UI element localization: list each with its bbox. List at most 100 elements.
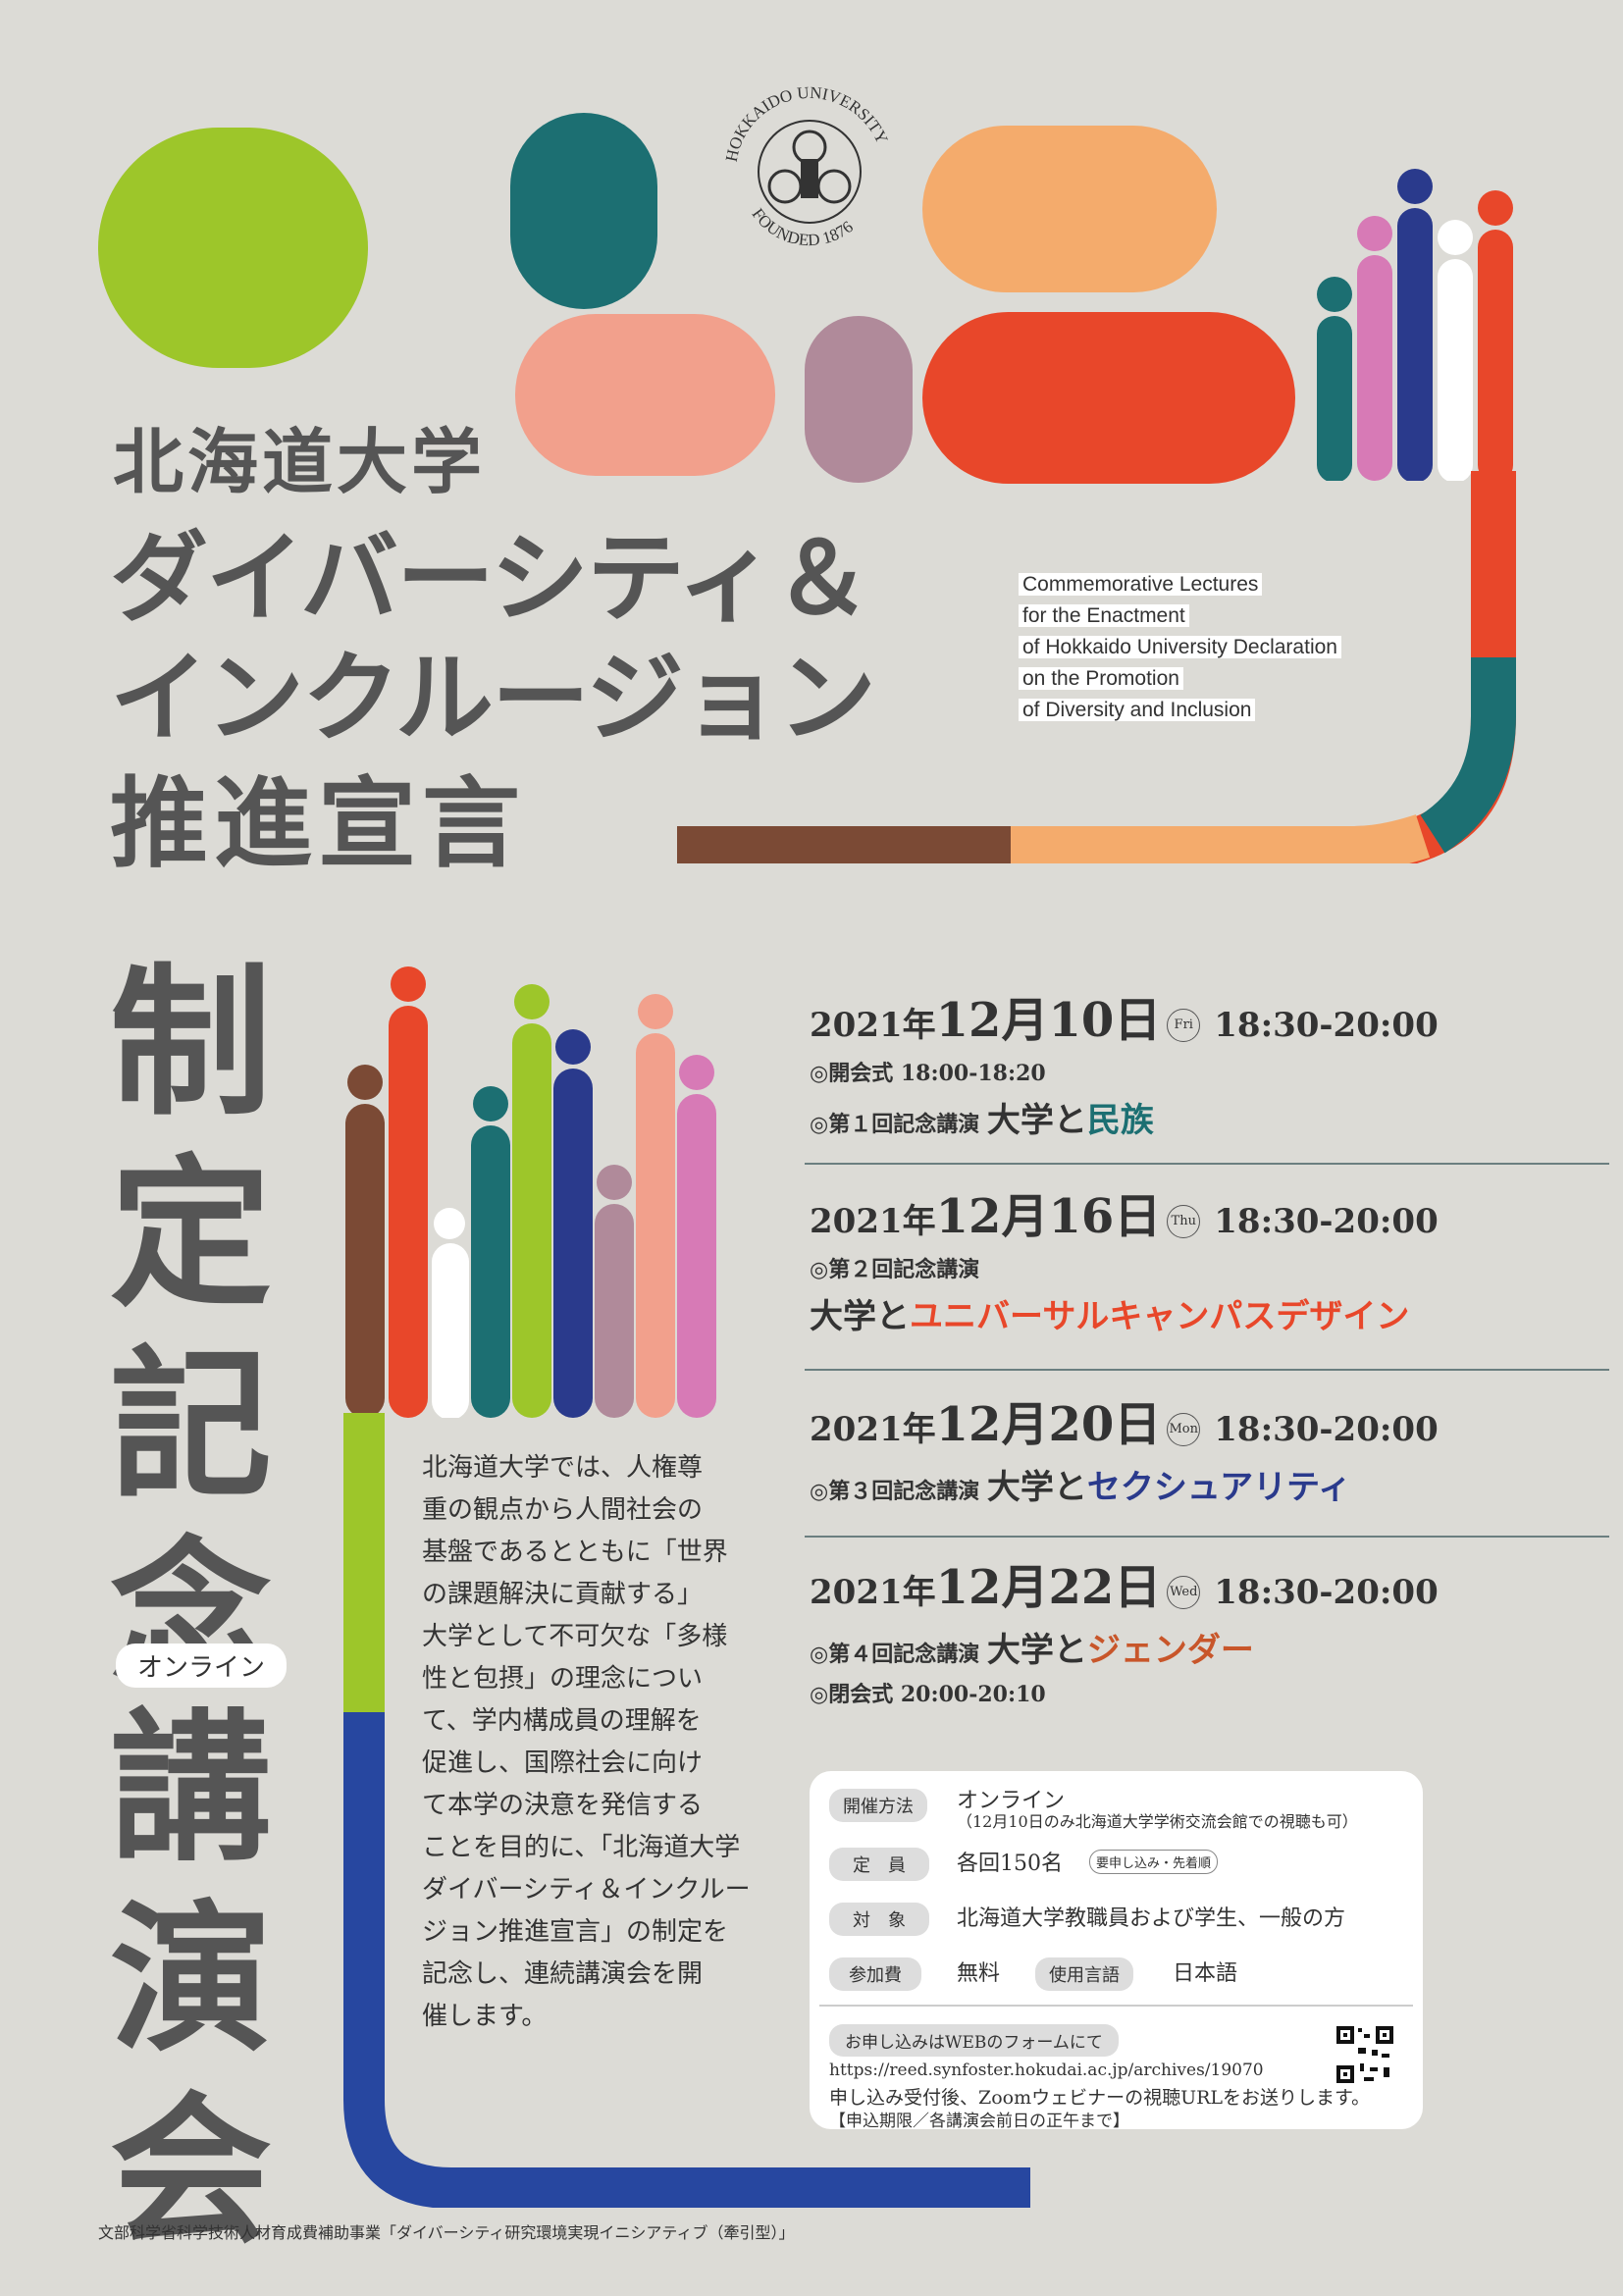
figure-pink	[1357, 216, 1392, 481]
event-line: ◎第４回記念講演 大学とジェンダー	[810, 1623, 1604, 1671]
event-line: ◎第１回記念講演 大学と民族	[810, 1093, 1604, 1141]
title-vertical-2: 講演会	[110, 1693, 272, 2266]
people-figures-top	[1317, 169, 1513, 481]
lecture-title: 大学と	[986, 1101, 1087, 1140]
lecture-theme: セクシュアリティ	[1086, 1468, 1352, 1507]
fee-label: 参加費	[829, 1957, 921, 1991]
figure-green	[512, 984, 551, 1418]
footer-note: 文部科学省科学技術人材育成費補助事業「ダイバーシティ研究環境実現イニシアティブ（…	[98, 2223, 795, 2242]
info-box: 開催方法 オンライン （12月10日のみ北海道大学学術交流会館での視聴も可） 定…	[810, 1771, 1423, 2131]
figure-pink	[677, 1055, 716, 1418]
university-logo: HOKKAIDO UNIVERSITY FOUNDED 1876	[722, 83, 892, 249]
figure-white	[432, 1208, 469, 1418]
event-line-prefix: ◎第２回記念講演	[810, 1257, 980, 1282]
capacity-note: 要申し込み・先着順	[1089, 1850, 1219, 1874]
figure-mauve	[595, 1165, 634, 1418]
apply-deadline: 【申込期限／各講演会前日の正午まで】	[829, 2112, 1129, 2131]
event-line: 大学とユニバーサルキャンパスデザイン	[810, 1289, 1604, 1337]
left-bar	[343, 1413, 1030, 2208]
event-monthday: 12月16日	[935, 1189, 1162, 1244]
event-time: 18:30-20:00	[1214, 1006, 1439, 1045]
lecture-theme: ジェンダー	[1086, 1631, 1254, 1670]
target-label: 対 象	[829, 1903, 929, 1936]
title-line-2: ダイバーシティ＆	[110, 521, 871, 636]
figure-brown	[345, 1065, 385, 1418]
title-vertical-1: 制定記念	[110, 947, 272, 1711]
qr-code-icon[interactable]	[1335, 2024, 1395, 2085]
mauve-pill	[805, 316, 913, 483]
event-time: 18:30-20:00	[1214, 1410, 1439, 1449]
event-line-prefix: ◎第１回記念講演	[810, 1112, 987, 1137]
event-line: ◎閉会式 20:00-20:10	[810, 1677, 1604, 1708]
apply-url[interactable]: https://reed.synfoster.hokudai.ac.jp/arc…	[829, 2061, 1264, 2080]
lecture-title: 大学と	[986, 1631, 1087, 1670]
title-line-4: 推進宣言	[110, 766, 526, 881]
apply-after-text: 申し込み受付後、Zoomウェビナーの視聴URLをお送りします。	[829, 2087, 1371, 2109]
event-divider	[805, 1536, 1609, 1538]
event-block: 2021年12月16日 Thu 18:30-20:00 ◎第２回記念講演大学とユニバー…	[810, 1177, 1604, 1337]
event-line-prefix: ◎閉会式 20:00-20:10	[810, 1682, 1046, 1707]
event-divider	[805, 1163, 1609, 1165]
salmon-pill	[515, 314, 775, 476]
event-year: 2021年	[810, 1202, 936, 1241]
event-weekday-badge: Thu	[1167, 1205, 1201, 1238]
curved-band	[677, 471, 1516, 863]
event-line: ◎第２回記念講演	[810, 1252, 1604, 1283]
event-block: 2021年12月22日 Wed 18:30-20:00 ◎第４回記念講演 大学とジェン…	[810, 1548, 1604, 1708]
capacity-value: 各回150名	[957, 1852, 1063, 1876]
teal-pill	[510, 113, 657, 309]
logo-text-top: HOKKAIDO UNIVERSITY	[722, 83, 892, 164]
event-weekday-badge: Fri	[1167, 1009, 1201, 1042]
event-datetime: 2021年12月22日 Wed 18:30-20:00	[810, 1548, 1604, 1617]
method-value: オンライン	[957, 1789, 1066, 1813]
red-pill	[922, 312, 1295, 484]
intro-text: 北海道大学では、人権尊 重の観点から人間社会の 基盤であるとともに「世界 の課題…	[422, 1453, 751, 2031]
event-year: 2021年	[810, 1006, 936, 1045]
orange-pill	[922, 126, 1217, 292]
lecture-theme: 民族	[1086, 1101, 1154, 1140]
event-block: 2021年12月20日 Mon 18:30-20:00 ◎第３回記念講演 大学とセクシ…	[810, 1385, 1604, 1508]
method-label: 開催方法	[829, 1789, 927, 1822]
figure-teal	[471, 1086, 510, 1418]
figure-navy	[553, 1029, 593, 1418]
event-line-prefix: ◎第３回記念講演	[810, 1479, 987, 1504]
lecture-theme: ユニバーサルキャンパスデザイン	[910, 1297, 1410, 1336]
event-monthday: 12月20日	[935, 1397, 1162, 1452]
event-line-prefix: ◎第４回記念講演	[810, 1642, 987, 1667]
event-time: 18:30-20:00	[1214, 1573, 1439, 1612]
lecture-title: 大学と	[810, 1297, 910, 1336]
event-line: ◎第３回記念講演 大学とセクシュアリティ	[810, 1460, 1604, 1508]
figure-white	[1438, 220, 1473, 481]
event-datetime: 2021年12月10日 Fri 18:30-20:00	[810, 981, 1604, 1050]
figure-salmon	[636, 994, 675, 1418]
event-divider	[805, 1369, 1609, 1371]
event-datetime: 2021年12月20日 Mon 18:30-20:00	[810, 1385, 1604, 1454]
title-university: 北海道大学	[113, 421, 487, 503]
event-weekday-badge: Wed	[1167, 1576, 1201, 1609]
event-time: 18:30-20:00	[1214, 1202, 1439, 1241]
figure-red	[1478, 190, 1513, 481]
green-pill	[98, 128, 368, 368]
event-datetime: 2021年12月16日 Thu 18:30-20:00	[810, 1177, 1604, 1246]
apply-label: お申し込みはWEBのフォームにて	[829, 2024, 1119, 2057]
people-figures-middle	[345, 966, 716, 1418]
target-value: 北海道大学教職員および学生、一般の方	[957, 1906, 1346, 1931]
title-line-3: インクルージョン	[110, 641, 876, 756]
event-block: 2021年12月10日 Fri 18:30-20:00 ◎開会式 18:00-18:2…	[810, 981, 1604, 1141]
fee-value: 無料	[957, 1961, 1001, 1986]
event-monthday: 12月10日	[935, 993, 1162, 1048]
figure-red	[389, 966, 428, 1418]
language-value: 日本語	[1173, 1961, 1238, 1986]
language-label: 使用言語	[1035, 1957, 1133, 1991]
event-weekday-badge: Mon	[1167, 1413, 1201, 1446]
method-note: （12月10日のみ北海道大学学術交流会館での視聴も可）	[957, 1812, 1358, 1831]
lecture-title: 大学と	[986, 1468, 1087, 1507]
capacity-label: 定 員	[829, 1848, 929, 1881]
online-badge: オンライン	[116, 1644, 288, 1688]
figure-teal	[1317, 277, 1352, 481]
english-title: Commemorative Lectures for the Enactment…	[1019, 569, 1341, 726]
event-year: 2021年	[810, 1573, 936, 1612]
figure-navy	[1397, 169, 1433, 481]
event-year: 2021年	[810, 1410, 936, 1449]
event-line: ◎開会式 18:00-18:20	[810, 1056, 1604, 1087]
